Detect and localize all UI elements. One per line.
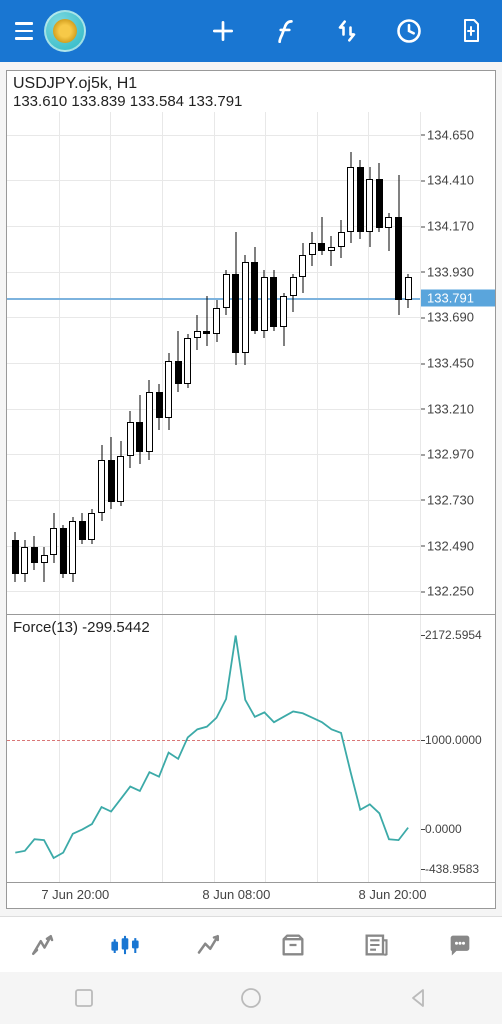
- price-axis: 134.650 134.410 134.170 133.930 133.690 133.4…: [421, 112, 495, 614]
- nav-recent[interactable]: [69, 983, 99, 1013]
- menu-button[interactable]: [8, 15, 40, 47]
- ohlc-values: 133.610 133.839 133.584 133.791: [13, 93, 489, 110]
- price-tick: 132.250: [421, 584, 495, 599]
- price-tick: 134.170: [421, 219, 495, 234]
- indicator-tick: -438.9583: [421, 862, 495, 876]
- candle: [309, 232, 316, 266]
- candle: [366, 167, 373, 247]
- candle: [280, 293, 287, 346]
- candle: [290, 274, 297, 312]
- trade-arrows-icon[interactable]: [332, 16, 362, 46]
- candle: [338, 220, 345, 258]
- candle: [261, 270, 268, 338]
- candle: [21, 540, 28, 582]
- candle: [88, 509, 95, 543]
- candle: [405, 274, 412, 308]
- candle: [213, 300, 220, 342]
- candle: [184, 334, 191, 387]
- tab-news[interactable]: [356, 925, 396, 965]
- system-nav-bar: [0, 972, 502, 1024]
- candle: [69, 517, 76, 582]
- candle: [232, 232, 239, 365]
- indicator-area[interactable]: Force(13) -299.5442: [7, 615, 421, 882]
- candle: [242, 255, 249, 365]
- candle: [175, 331, 182, 392]
- chart-header: USDJPY.oj5k, H1 133.610 133.839 133.584 …: [7, 71, 495, 112]
- candle-area[interactable]: [7, 112, 421, 614]
- current-price-badge: 133.791: [421, 290, 495, 307]
- price-tick: 132.490: [421, 538, 495, 553]
- candle: [376, 163, 383, 231]
- nav-home[interactable]: [236, 983, 266, 1013]
- time-label: 7 Jun 20:00: [41, 887, 109, 902]
- candle: [156, 384, 163, 430]
- candle: [299, 243, 306, 292]
- indicator-tick: 1000.0000: [421, 733, 495, 747]
- candle: [270, 270, 277, 331]
- tab-chart[interactable]: [105, 925, 145, 965]
- tab-trade[interactable]: [189, 925, 229, 965]
- top-toolbar: [0, 0, 502, 62]
- tab-messages[interactable]: [440, 925, 480, 965]
- indicator-chart[interactable]: Force(13) -299.5442 2172.5954 1000.0000 0.…: [7, 614, 495, 882]
- nav-back[interactable]: [403, 983, 433, 1013]
- candle: [127, 411, 134, 468]
- candle: [347, 152, 354, 243]
- indicator-label: Force(13) -299.5442: [13, 619, 150, 636]
- candle: [98, 445, 105, 521]
- candle: [251, 247, 258, 334]
- indicator-tick: 2172.5954: [421, 628, 495, 642]
- candle: [357, 160, 364, 240]
- time-label: 8 Jun 08:00: [202, 887, 270, 902]
- price-chart[interactable]: 134.650 134.410 134.170 133.930 133.690 133.4…: [7, 112, 495, 614]
- price-tick: 133.930: [421, 264, 495, 279]
- price-tick: 134.410: [421, 173, 495, 188]
- tab-quotes[interactable]: [22, 925, 62, 965]
- candle: [79, 513, 86, 543]
- candle: [31, 536, 38, 570]
- clock-icon[interactable]: [394, 16, 424, 46]
- candle: [165, 353, 172, 429]
- time-axis: 7 Jun 20:00 8 Jun 08:00 8 Jun 20:00: [7, 882, 495, 908]
- candle: [60, 525, 67, 578]
- candle: [146, 380, 153, 460]
- candle: [50, 513, 57, 562]
- new-chart-icon[interactable]: [456, 16, 486, 46]
- candle: [12, 532, 19, 581]
- indicator-tick: 0.0000: [421, 822, 495, 836]
- indicator-axis: 2172.5954 1000.0000 0.0000 -438.9583: [421, 615, 495, 882]
- candle: [328, 236, 335, 266]
- price-tick: 132.730: [421, 492, 495, 507]
- price-tick: 133.450: [421, 356, 495, 371]
- candle: [395, 175, 402, 316]
- candle: [41, 547, 48, 581]
- candle: [194, 315, 201, 349]
- price-tick: 133.690: [421, 310, 495, 325]
- symbol-label: USDJPY.oj5k, H1: [13, 75, 489, 93]
- time-label: 8 Jun 20:00: [359, 887, 427, 902]
- add-icon[interactable]: [208, 16, 238, 46]
- bottom-tabbar: [0, 916, 502, 972]
- candle: [385, 213, 392, 251]
- chart-container: USDJPY.oj5k, H1 133.610 133.839 133.584 …: [6, 70, 496, 909]
- function-icon[interactable]: [270, 16, 300, 46]
- hamburger-icon: [15, 22, 33, 40]
- candle: [203, 296, 210, 345]
- price-tick: 133.210: [421, 401, 495, 416]
- price-tick: 132.970: [421, 447, 495, 462]
- app-logo[interactable]: [44, 10, 86, 52]
- candle: [318, 217, 325, 255]
- candle: [223, 270, 230, 316]
- candle: [136, 395, 143, 463]
- tab-history[interactable]: [273, 925, 313, 965]
- price-tick: 134.650: [421, 127, 495, 142]
- candle: [108, 437, 115, 509]
- candle: [117, 441, 124, 506]
